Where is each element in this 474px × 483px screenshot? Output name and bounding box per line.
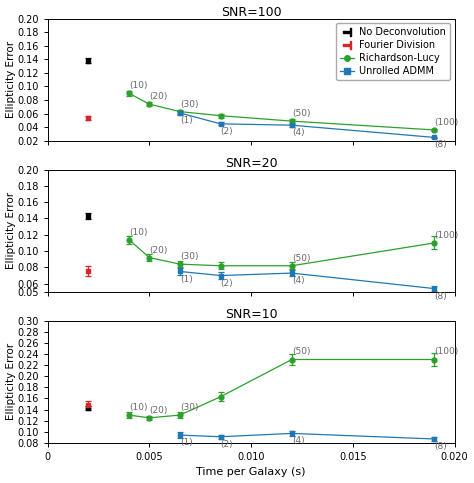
Text: (50): (50) — [292, 254, 310, 263]
Text: (20): (20) — [149, 245, 168, 255]
Text: (20): (20) — [149, 406, 168, 415]
Text: (8): (8) — [434, 141, 447, 149]
Text: (100): (100) — [434, 347, 458, 356]
Text: (4): (4) — [292, 276, 304, 285]
Text: (10): (10) — [129, 227, 147, 237]
Text: (30): (30) — [180, 252, 199, 261]
Text: (8): (8) — [434, 292, 447, 300]
Text: (2): (2) — [220, 440, 233, 449]
Title: SNR=100: SNR=100 — [221, 6, 282, 18]
Text: (20): (20) — [149, 92, 168, 101]
Text: (2): (2) — [220, 279, 233, 287]
Text: (10): (10) — [129, 403, 147, 412]
Text: (50): (50) — [292, 347, 310, 356]
Text: (8): (8) — [434, 442, 447, 451]
Text: (4): (4) — [292, 128, 304, 137]
Text: (2): (2) — [220, 127, 233, 136]
Text: (100): (100) — [434, 118, 458, 127]
Legend: No Deconvolution, Fourier Division, Richardson-Lucy, Unrolled ADMM: No Deconvolution, Fourier Division, Rich… — [336, 23, 450, 80]
X-axis label: Time per Galaxy (s): Time per Galaxy (s) — [196, 468, 306, 477]
Y-axis label: Ellipticity Error: Ellipticity Error — [6, 343, 16, 420]
Text: (100): (100) — [434, 231, 458, 240]
Title: SNR=10: SNR=10 — [225, 308, 277, 321]
Text: (30): (30) — [180, 403, 199, 412]
Text: (4): (4) — [292, 437, 304, 445]
Text: (1): (1) — [180, 116, 192, 125]
Y-axis label: Ellipticity Error: Ellipticity Error — [6, 192, 16, 269]
Text: (1): (1) — [180, 274, 192, 284]
Text: (1): (1) — [180, 438, 192, 447]
Text: (50): (50) — [292, 109, 310, 118]
Text: (30): (30) — [180, 99, 199, 109]
Text: (10): (10) — [129, 81, 147, 90]
Y-axis label: Ellipticity Error: Ellipticity Error — [6, 41, 16, 118]
Title: SNR=20: SNR=20 — [225, 156, 277, 170]
